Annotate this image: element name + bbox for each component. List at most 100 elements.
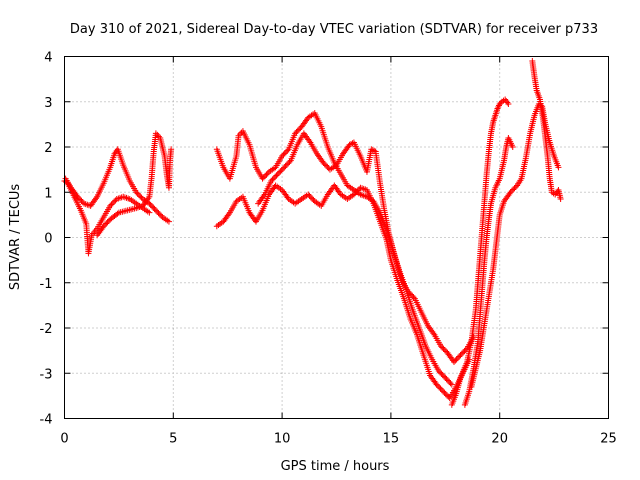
data-point bbox=[279, 153, 286, 160]
data-point bbox=[557, 196, 564, 203]
data-point bbox=[293, 129, 300, 136]
x-tick-label: 5 bbox=[169, 432, 177, 447]
series-track-3 bbox=[94, 130, 175, 239]
data-point bbox=[440, 388, 447, 395]
data-point bbox=[406, 290, 413, 297]
data-point bbox=[137, 193, 144, 200]
series-track-1 bbox=[61, 177, 153, 257]
data-point bbox=[324, 163, 331, 170]
y-tick-label: -4 bbox=[40, 413, 53, 428]
series-track-4 bbox=[213, 182, 473, 402]
data-point bbox=[146, 209, 153, 216]
data-point bbox=[262, 172, 269, 179]
data-point bbox=[78, 197, 85, 204]
series-track-10 bbox=[529, 58, 564, 203]
data-point bbox=[440, 373, 447, 380]
data-point bbox=[320, 159, 327, 166]
data-point bbox=[507, 189, 514, 196]
data-point bbox=[282, 163, 289, 170]
y-tick-label: -2 bbox=[40, 322, 53, 337]
data-point bbox=[442, 374, 449, 381]
data-point bbox=[511, 185, 518, 192]
data-point bbox=[281, 150, 288, 157]
series-track-5 bbox=[213, 110, 455, 388]
data-point bbox=[439, 372, 446, 379]
x-tick-label: 10 bbox=[274, 432, 291, 447]
data-point bbox=[270, 175, 277, 182]
data-point bbox=[461, 348, 468, 355]
data-point bbox=[309, 195, 316, 202]
data-point bbox=[154, 208, 161, 215]
x-axis-label: GPS time / hours bbox=[281, 459, 390, 474]
data-point bbox=[405, 288, 412, 295]
data-points bbox=[61, 58, 564, 408]
data-point bbox=[292, 130, 299, 137]
x-tick-label: 20 bbox=[491, 432, 508, 447]
data-point bbox=[156, 211, 163, 218]
data-point bbox=[437, 385, 444, 392]
data-point bbox=[283, 161, 290, 168]
data-point bbox=[435, 367, 442, 374]
data-point bbox=[509, 144, 516, 150]
data-point bbox=[457, 352, 464, 359]
data-point bbox=[441, 389, 448, 396]
data-point bbox=[436, 384, 443, 391]
data-point bbox=[104, 219, 111, 226]
data-point bbox=[510, 186, 517, 193]
data-point bbox=[103, 220, 110, 227]
series-track-7 bbox=[448, 96, 512, 408]
data-point bbox=[280, 151, 287, 158]
data-point bbox=[281, 164, 288, 171]
data-point bbox=[323, 162, 330, 169]
data-point bbox=[446, 378, 453, 385]
data-point bbox=[407, 291, 414, 298]
data-point bbox=[305, 191, 312, 198]
data-point bbox=[508, 187, 515, 194]
data-point bbox=[460, 349, 467, 356]
data-point bbox=[279, 165, 286, 172]
data-point bbox=[452, 357, 459, 364]
data-point bbox=[133, 189, 140, 196]
data-point bbox=[321, 161, 328, 168]
data-point bbox=[440, 345, 447, 352]
data-point bbox=[101, 221, 108, 228]
grid-lines bbox=[64, 56, 609, 419]
data-point bbox=[165, 218, 172, 225]
data-point bbox=[168, 146, 175, 153]
data-point bbox=[107, 202, 114, 209]
data-point bbox=[441, 347, 448, 354]
data-point bbox=[454, 354, 461, 361]
data-point bbox=[434, 382, 441, 389]
y-tick-label: -3 bbox=[40, 367, 53, 382]
data-point bbox=[111, 198, 118, 205]
data-point bbox=[458, 350, 465, 357]
data-point bbox=[439, 344, 446, 351]
data-point bbox=[437, 369, 444, 376]
axis-ticks: 0 5 10 15 20 25 -4 -3 -2 -1 0 1 2 3 4 bbox=[40, 51, 617, 447]
data-point bbox=[109, 200, 116, 207]
x-tick-label: 25 bbox=[600, 432, 617, 447]
data-point bbox=[306, 192, 313, 199]
y-tick-label: 3 bbox=[44, 96, 52, 111]
data-point bbox=[276, 169, 283, 176]
y-tick-label: 2 bbox=[44, 141, 52, 156]
data-point bbox=[277, 168, 284, 175]
data-point bbox=[155, 210, 162, 217]
data-point bbox=[108, 201, 115, 208]
x-tick-label: 0 bbox=[60, 432, 68, 447]
data-point bbox=[284, 147, 291, 154]
data-point bbox=[274, 171, 281, 178]
data-point bbox=[273, 172, 280, 179]
data-point bbox=[283, 148, 290, 155]
y-tick-label: 0 bbox=[44, 232, 52, 247]
data-point bbox=[409, 292, 416, 299]
data-point bbox=[148, 203, 155, 210]
data-point bbox=[438, 370, 445, 377]
data-point bbox=[100, 223, 107, 230]
x-tick-label: 15 bbox=[383, 432, 400, 447]
series-track-9 bbox=[468, 101, 562, 390]
data-point bbox=[285, 160, 292, 167]
series-track-6 bbox=[255, 130, 477, 365]
data-point bbox=[296, 126, 303, 133]
data-point bbox=[442, 391, 449, 398]
